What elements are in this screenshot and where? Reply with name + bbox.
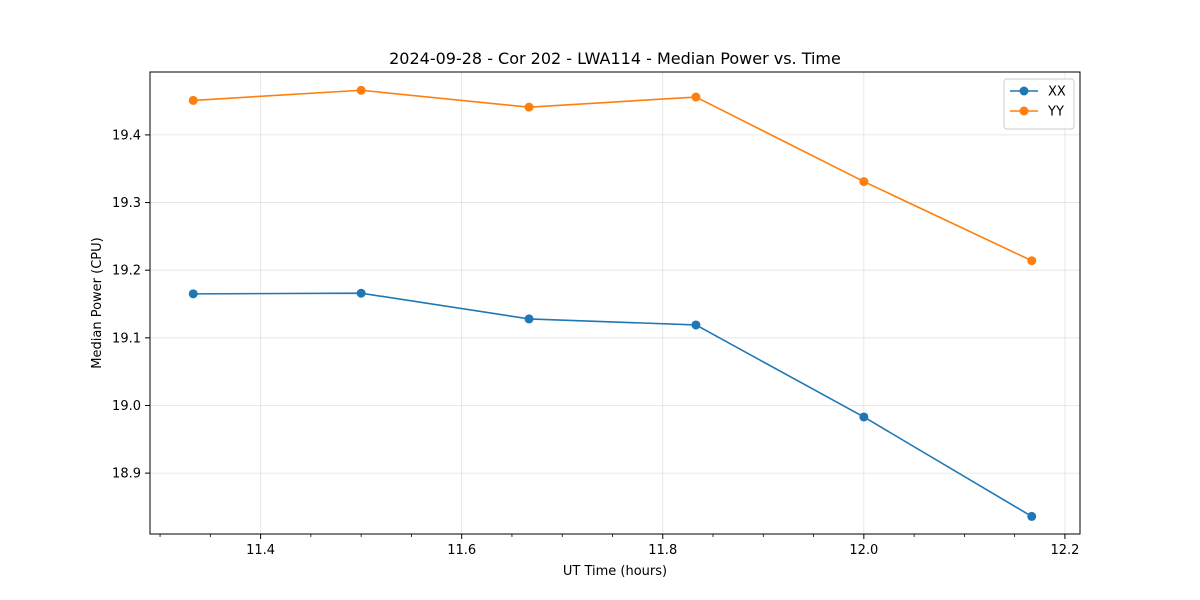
legend-marker-yy [1019, 106, 1029, 116]
x-axis-label: UT Time (hours) [563, 564, 667, 579]
x-tick-label: 12.2 [1050, 543, 1079, 558]
legend: XX YY [1003, 78, 1075, 130]
data-point-xx [1027, 511, 1037, 521]
x-tick-label: 11.8 [648, 543, 677, 558]
chart-title: 2024-09-28 - Cor 202 - LWA114 - Median P… [389, 49, 841, 68]
data-point-xx [188, 289, 198, 299]
legend-label-yy: YY [1047, 105, 1064, 120]
data-point-yy [524, 102, 534, 112]
y-tick-label: 19.2 [112, 264, 141, 279]
y-axis: 18.9 19.0 19.1 19.2 19.3 19.4 [112, 128, 150, 482]
y-tick-label: 19.4 [112, 128, 141, 143]
data-point-xx [859, 412, 869, 422]
y-tick-label: 19.0 [112, 399, 141, 414]
series-line-yy [193, 89, 1033, 262]
data-point-xx [356, 288, 366, 298]
plot-area-frame [149, 71, 1081, 535]
y-axis-label: Median Power (CPU) [90, 237, 105, 368]
legend-label-xx: XX [1048, 85, 1066, 100]
x-tick-label: 12.0 [849, 543, 878, 558]
data-point-xx [524, 314, 534, 324]
y-tick-label: 18.9 [112, 467, 141, 482]
x-axis: 11.4 11.6 11.8 12.0 12.2 [159, 534, 1079, 558]
data-point-yy [859, 177, 869, 187]
data-point-yy [691, 92, 701, 102]
data-point-yy [188, 95, 198, 105]
y-tick-label: 19.1 [112, 331, 141, 346]
y-tick-label: 19.3 [112, 196, 141, 211]
series-line-xx [193, 292, 1033, 518]
grid [150, 72, 1080, 534]
plot-series [188, 85, 1037, 521]
data-point-xx [691, 320, 701, 330]
x-tick-label: 11.6 [447, 543, 476, 558]
data-point-yy [1027, 256, 1037, 266]
legend-marker-xx [1019, 86, 1029, 96]
x-tick-label: 11.4 [246, 543, 275, 558]
data-point-yy [356, 85, 366, 95]
